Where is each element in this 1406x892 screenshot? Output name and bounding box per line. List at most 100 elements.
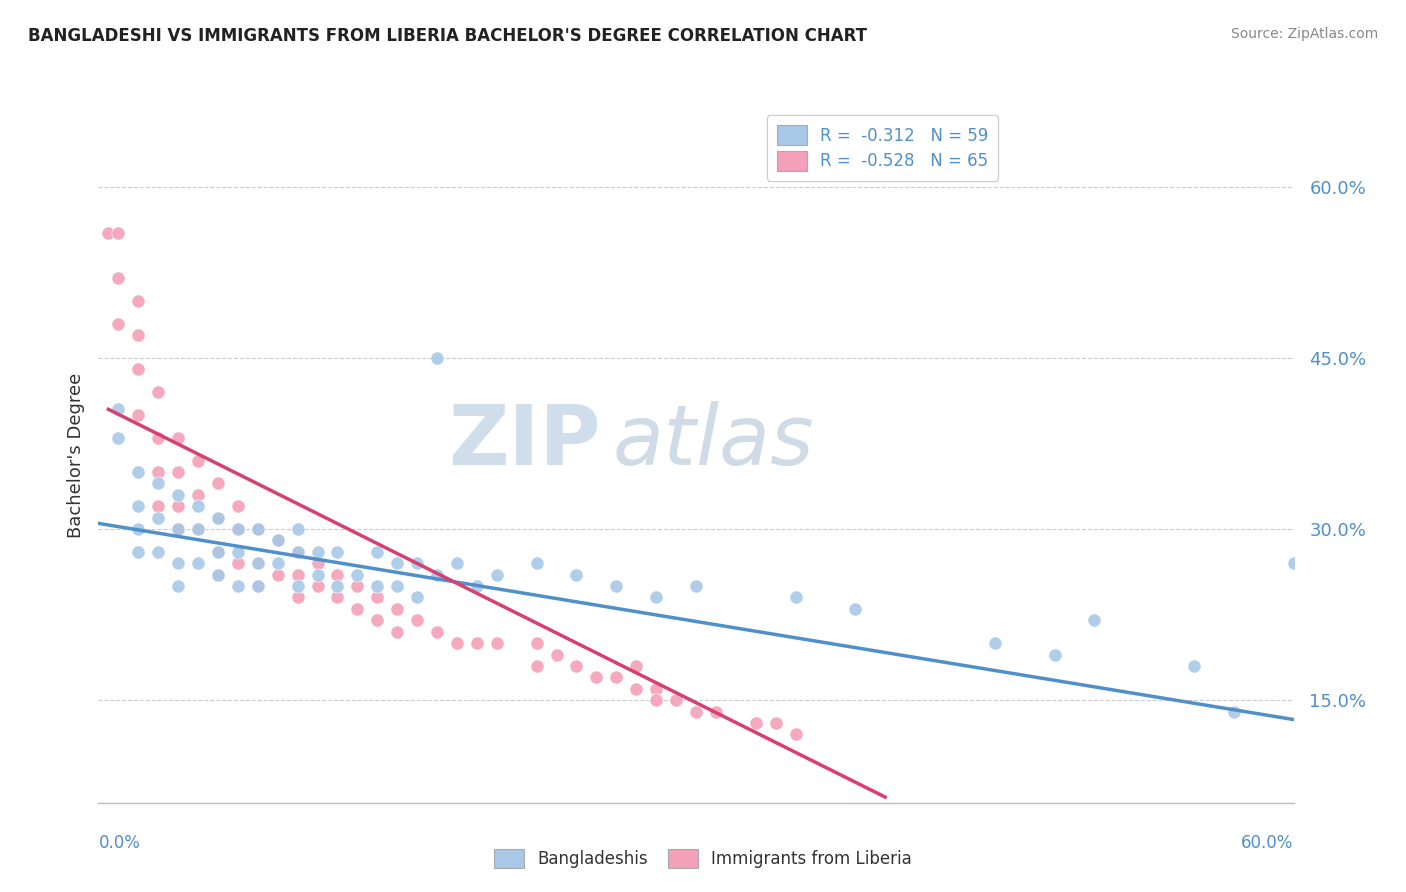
Point [645,693,668,707]
Point [426,624,449,639]
Point [187,522,209,536]
Point [127,465,149,479]
Point [107,402,129,417]
Point [385,579,409,593]
Point [406,556,429,570]
Point [685,705,707,719]
Point [446,636,468,650]
Point [127,408,149,422]
Point [127,545,149,559]
Point [287,591,309,605]
Point [485,567,508,582]
Point [267,533,290,548]
Point [246,556,269,570]
Point [187,556,209,570]
Point [226,579,249,593]
Point [267,567,290,582]
Point [624,659,647,673]
Point [307,567,329,582]
Point [207,510,229,524]
Point [1282,556,1305,570]
Point [526,636,548,650]
Point [346,579,368,593]
Point [307,545,329,559]
Text: Source: ZipAtlas.com: Source: ZipAtlas.com [1230,27,1378,41]
Point [167,522,190,536]
Point [385,556,409,570]
Point [226,500,249,514]
Point [465,636,488,650]
Point [485,636,508,650]
Point [167,500,190,514]
Point [685,579,707,593]
Point [526,556,548,570]
Point [148,545,170,559]
Point [385,624,409,639]
Point [704,705,727,719]
Point [207,545,229,559]
Text: ZIP: ZIP [449,401,600,482]
Point [167,522,190,536]
Point [287,567,309,582]
Text: BANGLADESHI VS IMMIGRANTS FROM LIBERIA BACHELOR'S DEGREE CORRELATION CHART: BANGLADESHI VS IMMIGRANTS FROM LIBERIA B… [28,27,868,45]
Point [565,567,588,582]
Point [107,226,129,240]
Point [226,522,249,536]
Point [226,545,249,559]
Point [148,510,170,524]
Point [107,271,129,285]
Point [107,317,129,331]
Point [624,681,647,696]
Point [465,579,488,593]
Point [983,636,1005,650]
Point [167,488,190,502]
Point [187,500,209,514]
Point [326,591,349,605]
Text: atlas: atlas [612,401,814,482]
Point [585,670,607,684]
Point [366,591,388,605]
Point [287,522,309,536]
Point [346,602,368,616]
Point [1222,705,1246,719]
Point [226,522,249,536]
Point [187,453,209,467]
Point [765,715,787,730]
Point [406,613,429,627]
Legend: R =  -0.312   N = 59, R =  -0.528   N = 65: R = -0.312 N = 59, R = -0.528 N = 65 [766,115,998,180]
Point [665,693,688,707]
Point [346,567,368,582]
Point [546,648,568,662]
Point [127,293,149,308]
Point [645,591,668,605]
Point [246,579,269,593]
Point [167,556,190,570]
Point [605,579,627,593]
Point [167,465,190,479]
Point [167,579,190,593]
Point [326,567,349,582]
Point [287,545,309,559]
Point [97,226,120,240]
Point [207,567,229,582]
Point [1043,648,1066,662]
Point [645,681,668,696]
Point [745,715,768,730]
Point [207,567,229,582]
Point [326,579,349,593]
Point [148,465,170,479]
Point [426,351,449,365]
Point [785,727,807,741]
Point [307,556,329,570]
Point [287,579,309,593]
Point [127,328,149,343]
Point [127,362,149,376]
Point [267,533,290,548]
Point [226,556,249,570]
Point [366,613,388,627]
Point [1182,659,1205,673]
Point [187,488,209,502]
Text: 60.0%: 60.0% [1241,834,1294,852]
Point [785,591,807,605]
Point [267,556,290,570]
